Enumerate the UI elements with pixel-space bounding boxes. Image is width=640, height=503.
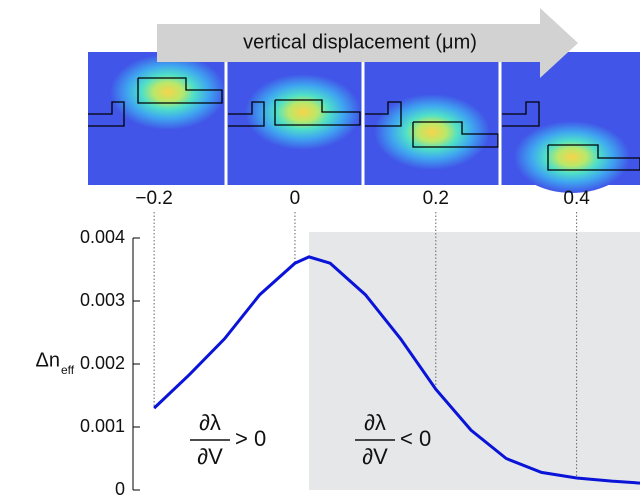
y-axis-label-subscript: eff — [61, 363, 75, 377]
displacement-arrow — [157, 8, 578, 78]
y-tick-label: 0.001 — [80, 416, 125, 436]
mode-panels — [88, 52, 640, 193]
y-tick-label: 0.002 — [80, 353, 125, 373]
mode-profile — [374, 94, 490, 170]
mode-profile — [514, 121, 630, 193]
y-tick-label: 0.004 — [80, 227, 125, 247]
x-tick-label: −0.2 — [135, 188, 173, 209]
x-axis-label: vertical displacement (μm) — [243, 31, 477, 53]
x-tick-label: 0.2 — [423, 188, 449, 209]
annotation-numerator: ∂λ — [199, 410, 221, 435]
shaded-region — [309, 232, 640, 490]
waveguide-outlines — [88, 77, 640, 171]
mode-profile — [110, 54, 226, 130]
annotation-denominator: ∂V — [362, 444, 388, 469]
annotation-numerator: ∂λ — [364, 410, 386, 435]
annotation-relation: > 0 — [235, 426, 266, 451]
x-tick-label: 0 — [290, 188, 301, 209]
y-axis-label: Δn — [36, 349, 60, 371]
y-tick-label: 0.003 — [80, 290, 125, 310]
y-tick-label: 0 — [115, 479, 125, 499]
panel-dividers — [224, 52, 502, 185]
annotation-relation: < 0 — [400, 426, 431, 451]
annotation-denominator: ∂V — [197, 444, 223, 469]
data-line — [153, 255, 640, 485]
mode-profile — [245, 74, 361, 150]
x-tick-label: 0.4 — [563, 188, 590, 209]
